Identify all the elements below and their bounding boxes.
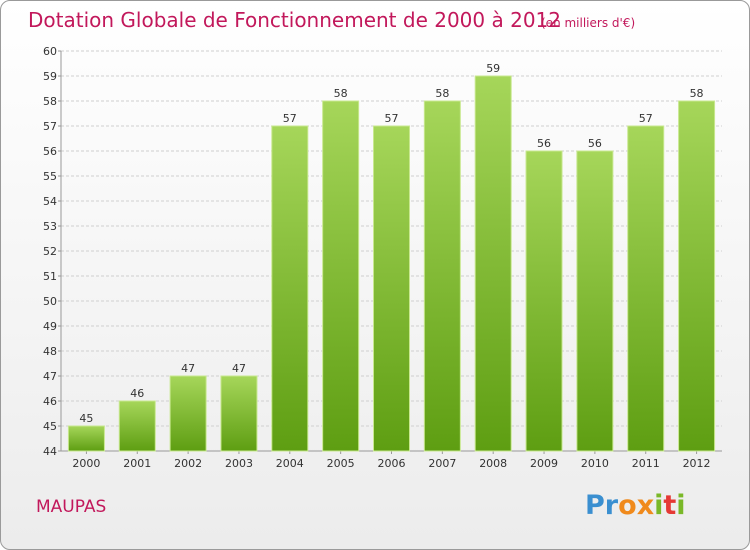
chart-title: Dotation Globale de Fonctionnement de 20… bbox=[28, 8, 561, 32]
x-tick-label: 2003 bbox=[225, 457, 253, 470]
bar bbox=[322, 100, 360, 452]
data-label: 57 bbox=[283, 112, 297, 125]
y-tick-label: 53 bbox=[43, 220, 57, 233]
data-label: 59 bbox=[486, 62, 500, 75]
y-tick-label: 56 bbox=[43, 145, 57, 158]
data-label: 58 bbox=[334, 87, 348, 100]
x-tick-label: 2005 bbox=[327, 457, 355, 470]
y-tick-label: 46 bbox=[43, 395, 57, 408]
data-label: 58 bbox=[435, 87, 449, 100]
data-label: 47 bbox=[232, 362, 246, 375]
data-label: 45 bbox=[79, 412, 93, 425]
bar bbox=[118, 400, 156, 452]
y-tick-label: 60 bbox=[43, 45, 57, 58]
x-tick-label: 2010 bbox=[581, 457, 609, 470]
y-tick-label: 55 bbox=[43, 170, 57, 183]
data-label: 56 bbox=[588, 137, 602, 150]
data-label: 57 bbox=[385, 112, 399, 125]
bar bbox=[220, 375, 258, 452]
unit-note: (en milliers d'€) bbox=[541, 16, 636, 30]
bar bbox=[525, 150, 563, 452]
y-tick-label: 47 bbox=[43, 370, 57, 383]
bar bbox=[373, 125, 410, 452]
bar bbox=[271, 125, 309, 452]
y-tick-label: 59 bbox=[43, 70, 57, 83]
bar bbox=[627, 125, 665, 452]
bar bbox=[423, 100, 461, 452]
commune-name: MAUPAS bbox=[36, 497, 107, 517]
data-label: 58 bbox=[690, 87, 704, 100]
x-tick-label: 2000 bbox=[72, 457, 100, 470]
y-tick-label: 48 bbox=[43, 345, 57, 358]
bar bbox=[678, 100, 716, 452]
y-tick-label: 45 bbox=[43, 420, 57, 433]
x-tick-label: 2001 bbox=[123, 457, 151, 470]
y-tick-label: 58 bbox=[43, 95, 57, 108]
y-tick-label: 44 bbox=[43, 445, 57, 458]
x-tick-label: 2012 bbox=[683, 457, 711, 470]
y-tick-label: 57 bbox=[43, 120, 57, 133]
y-tick-label: 49 bbox=[43, 320, 57, 333]
y-tick-label: 51 bbox=[43, 270, 57, 283]
x-tick-label: 2004 bbox=[276, 457, 304, 470]
data-label: 56 bbox=[537, 137, 551, 150]
bar bbox=[474, 75, 512, 452]
y-tick-label: 50 bbox=[43, 295, 57, 308]
x-tick-label: 2006 bbox=[378, 457, 406, 470]
bar bbox=[576, 150, 614, 452]
y-tick-label: 52 bbox=[43, 245, 57, 258]
x-tick-label: 2007 bbox=[428, 457, 456, 470]
x-tick-label: 2002 bbox=[174, 457, 202, 470]
y-tick-label: 54 bbox=[43, 195, 57, 208]
x-tick-label: 2011 bbox=[632, 457, 660, 470]
x-tick-label: 2008 bbox=[479, 457, 507, 470]
data-label: 46 bbox=[130, 387, 144, 400]
bar bbox=[169, 375, 207, 452]
bar bbox=[67, 425, 105, 452]
data-label: 57 bbox=[639, 112, 653, 125]
data-label: 47 bbox=[181, 362, 195, 375]
x-tick-label: 2009 bbox=[530, 457, 558, 470]
proxiti-logo: Proxiti bbox=[585, 490, 686, 521]
